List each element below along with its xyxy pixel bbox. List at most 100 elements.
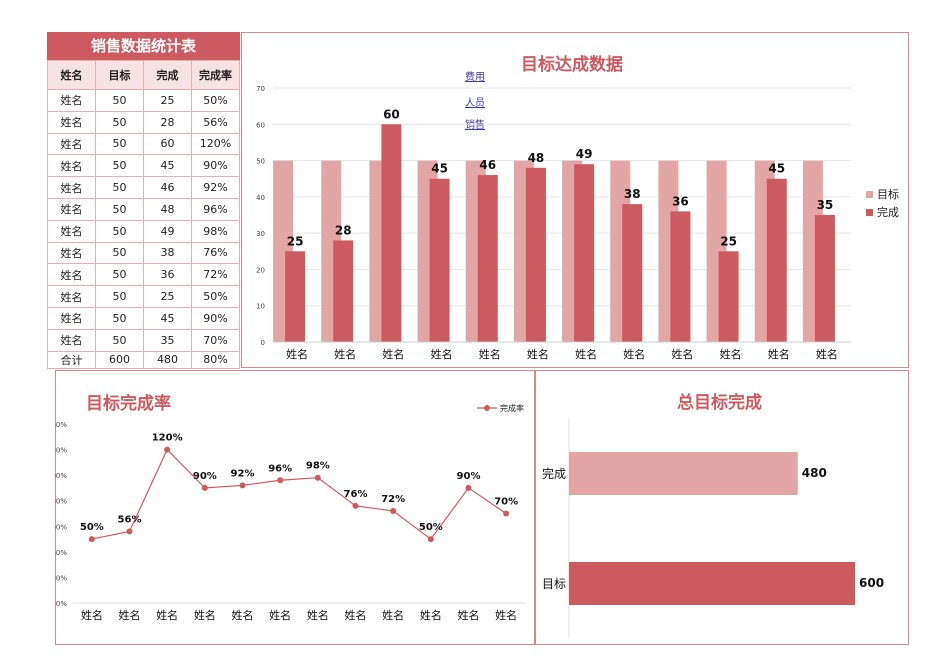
line-y-tick-label: 20%: [55, 574, 67, 582]
row-rate: 98%: [191, 219, 240, 243]
legend-target: 目标: [866, 186, 899, 202]
line-x-tick-label: 姓名: [345, 608, 367, 622]
bar-y-tick-label: 60: [256, 121, 265, 129]
done-data-label: 36: [672, 194, 689, 208]
rate-point: [126, 528, 133, 535]
link-staff[interactable]: 人员: [465, 98, 485, 109]
bar-x-tick-label: 姓名: [575, 347, 597, 361]
done-bar: [622, 204, 643, 342]
bar-x-tick-label: 姓名: [671, 347, 693, 361]
bar-chart-title: 目标达成数据: [521, 55, 623, 75]
legend-done-swatch: [866, 208, 873, 216]
line-x-tick-label: 姓名: [269, 608, 291, 622]
row-done: 45: [143, 306, 192, 330]
done-bar: [429, 178, 450, 342]
done-bar: [333, 240, 354, 342]
line-chart: 0% 20% 40% 60% 80% 100% 120% 140% 50% 姓名 56% 姓名 120%…: [55, 403, 525, 622]
legend-target-swatch: [866, 190, 873, 198]
bar-x-tick-label: 姓名: [479, 347, 501, 361]
done-bar: [718, 251, 739, 342]
row-rate: 90%: [191, 306, 240, 330]
row-name: 姓名: [47, 176, 96, 199]
legend-target-label: 目标: [877, 188, 899, 201]
row-done: 25: [143, 89, 192, 112]
row-name: 姓名: [47, 285, 96, 308]
done-bar: [574, 164, 595, 342]
row-target: 50: [95, 285, 144, 308]
legend-rate-label: 完成率: [500, 403, 524, 413]
done-data-label: 38: [624, 187, 641, 201]
bar-x-tick-label: 姓名: [768, 347, 790, 361]
row-name: 姓名: [47, 328, 96, 352]
bar-x-tick-label: 姓名: [527, 347, 549, 361]
line-x-tick-label: 姓名: [458, 608, 480, 622]
legend-done: 完成: [866, 204, 899, 220]
line-y-tick-label: 0%: [56, 600, 67, 608]
line-y-tick-label: 80%: [55, 498, 67, 506]
row-name: 姓名: [47, 132, 96, 156]
line-x-tick-label: 姓名: [495, 608, 517, 622]
row-rate: 72%: [191, 263, 240, 287]
line-x-tick-label: 姓名: [156, 608, 178, 622]
row-done: 48: [143, 197, 192, 221]
rate-data-label: 50%: [419, 522, 443, 533]
link-sales[interactable]: 销售: [465, 120, 485, 131]
line-x-tick-label: 姓名: [119, 608, 141, 622]
row-target: 50: [95, 154, 144, 178]
line-x-tick-label: 姓名: [232, 608, 254, 622]
row-name: 姓名: [47, 110, 96, 134]
row-done: 36: [143, 263, 192, 287]
table-row: 姓名 50 45 90%: [47, 154, 240, 178]
hbar-data-label: 600: [859, 576, 884, 590]
target-total-bar: [569, 562, 855, 605]
row-target: 50: [95, 263, 144, 287]
bar-y-tick-label: 20: [256, 266, 265, 274]
rate-data-label: 50%: [80, 522, 104, 533]
rate-point: [164, 446, 171, 453]
row-rate: 120%: [191, 132, 240, 156]
row-name: 姓名: [47, 89, 96, 112]
table-row: 姓名 50 49 98%: [47, 219, 240, 243]
done-total-bar: [569, 452, 798, 495]
row-target: 50: [95, 197, 144, 221]
row-rate: 70%: [191, 328, 240, 352]
rate-point: [277, 477, 284, 484]
rate-data-label: 90%: [193, 471, 217, 482]
line-x-tick-label: 姓名: [194, 608, 216, 622]
bar-x-tick-label: 姓名: [623, 347, 645, 361]
row-target: 50: [95, 89, 144, 112]
legend-rate-marker: [484, 405, 490, 411]
row-rate: 76%: [191, 241, 240, 265]
line-x-tick-label: 姓名: [382, 608, 404, 622]
done-data-label: 48: [528, 151, 545, 165]
bar-y-tick-label: 70: [256, 85, 265, 93]
bar-y-tick-label: 30: [256, 230, 265, 238]
row-name: 姓名: [47, 197, 96, 221]
rate-data-label: 92%: [231, 468, 255, 479]
line-chart-title: 目标完成率: [86, 394, 171, 414]
bar-y-tick-label: 40: [256, 194, 265, 202]
bar-y-tick-label: 10: [256, 303, 265, 311]
header-name: 姓名: [47, 60, 96, 90]
table-row: 姓名 50 28 56%: [47, 110, 240, 134]
row-rate: 96%: [191, 197, 240, 221]
done-bar: [477, 175, 498, 342]
row-target: 50: [95, 176, 144, 199]
done-data-label: 45: [431, 162, 448, 176]
rate-data-label: 56%: [118, 514, 142, 525]
total-row-name: 合计: [47, 350, 96, 369]
header-rate: 完成率: [191, 60, 240, 90]
legend-done-label: 完成: [877, 206, 899, 219]
done-data-label: 49: [576, 147, 593, 161]
done-bar: [670, 211, 691, 342]
link-fee[interactable]: 费用: [465, 72, 485, 83]
row-target: 50: [95, 306, 144, 330]
rate-data-label: 120%: [152, 433, 183, 444]
done-data-label: 25: [287, 234, 304, 248]
row-done: 25: [143, 285, 192, 308]
bar-x-tick-label: 姓名: [720, 347, 742, 361]
row-target: 50: [95, 110, 144, 134]
table-row: 姓名 50 25 50%: [47, 285, 240, 308]
header-done: 完成: [143, 60, 192, 90]
done-data-label: 25: [720, 234, 737, 248]
